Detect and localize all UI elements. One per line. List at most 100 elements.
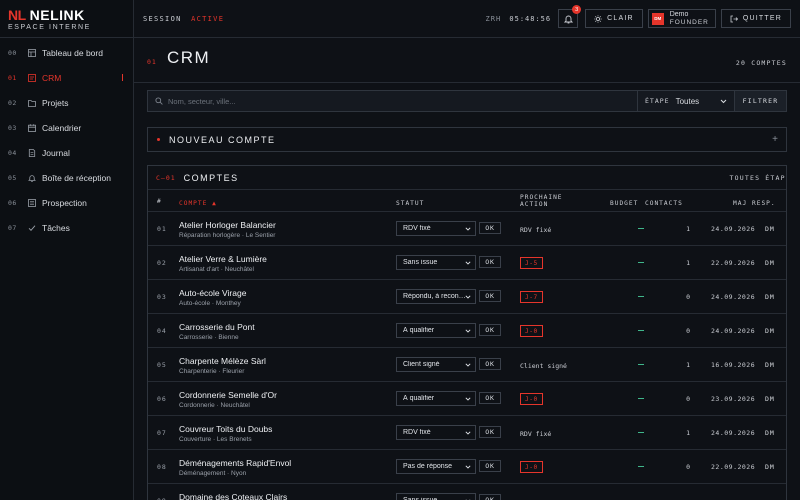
col-next-action-1[interactable]: PROCHAINE [520, 194, 563, 201]
stage-label: ÉTAPE [645, 97, 670, 105]
avatar: DM [651, 12, 664, 25]
clock-timezone: ZRH [485, 14, 502, 23]
sidebar-nav: 00 Tableau de bord 01 CRM 02 Projets 03 Calendr… [0, 40, 133, 240]
account-sector: Cordonnerie · Neuchâtel [179, 402, 250, 409]
accounts-header: C—01 COMPTES TOUTES ÉTAPES [148, 166, 786, 190]
budget-empty-dash [638, 432, 644, 433]
account-name[interactable]: Domaine des Coteaux Clairs [179, 492, 288, 500]
status-select[interactable]: Sans issue [396, 255, 476, 270]
table-row[interactable]: 04 Carrosserie du Pont Carrosserie · Bienn… [148, 314, 786, 348]
ok-button[interactable]: OK [479, 494, 501, 500]
contacts-count: 1 [686, 361, 690, 369]
ok-button[interactable]: OK [479, 358, 501, 370]
status-value: Répondu, à recon… [403, 293, 465, 300]
status-value: À qualifier [403, 327, 435, 334]
crm-icon [28, 73, 42, 82]
table-row[interactable]: 09 Domaine des Coteaux Clairs Sans issue OK [148, 484, 786, 500]
new-account-panel[interactable]: NOUVEAU COMPTE + [147, 127, 787, 152]
table-row[interactable]: 07 Couvreur Toits du Doubs Couverture · Le… [148, 416, 786, 450]
table-row[interactable]: 08 Déménagements Rapid'Envol Déménagement … [148, 450, 786, 484]
account-sector: Réparation horlogère · Le Sentier [179, 232, 276, 239]
col-budget[interactable]: BUDGET [610, 200, 639, 207]
table-row[interactable]: 06 Cordonnerie Semelle d'Or Cordonnerie · … [148, 382, 786, 416]
row-index: 09 [157, 497, 167, 500]
table-row[interactable]: 05 Charpente Mélèze Sàrl Charpenterie · Fl… [148, 348, 786, 382]
col-date[interactable]: MAJ [733, 200, 748, 207]
search-input[interactable]: Nom, secteur, ville... [168, 96, 236, 106]
ok-button[interactable]: OK [479, 222, 501, 234]
ok-button[interactable]: OK [479, 426, 501, 438]
status-select[interactable]: RDV fixé [396, 221, 476, 236]
col-contacts[interactable]: CONTACTS [645, 200, 683, 207]
deadline-badge: J-0 [520, 393, 543, 405]
sidebar-item-crm[interactable]: 01 CRM [0, 65, 133, 90]
next-action: RDV fixé [520, 226, 552, 234]
ok-button[interactable]: OK [479, 392, 501, 404]
sidebar-item-label: Tableau de bord [42, 47, 103, 58]
ok-button[interactable]: OK [479, 324, 501, 336]
responsible: DM [765, 327, 775, 335]
status-select[interactable]: Sans issue [396, 493, 476, 500]
account-name[interactable]: Carrosserie du Pont [179, 322, 255, 332]
logout-label: QUITTER [742, 15, 782, 22]
plus-icon[interactable]: + [772, 134, 778, 145]
col-status[interactable]: STATUT [396, 200, 425, 207]
table-row[interactable]: 03 Auto-école Virage Auto-école · Monthey R… [148, 280, 786, 314]
journal-icon [28, 148, 42, 157]
contacts-count: 1 [686, 259, 690, 267]
filter-button[interactable]: FILTRER [734, 91, 786, 111]
status-select[interactable]: Client signé [396, 357, 476, 372]
ok-button[interactable]: OK [479, 460, 501, 472]
ok-button[interactable]: OK [479, 256, 501, 268]
account-name[interactable]: Atelier Verre & Lumière [179, 254, 267, 264]
sidebar-item-bo-te-de-r-ception[interactable]: 05 Boîte de réception [0, 165, 133, 190]
account-name[interactable]: Atelier Horloger Balancier [179, 220, 276, 230]
status-select[interactable]: RDV fixé [396, 425, 476, 440]
all-stages-filter[interactable]: TOUTES ÉTAPES [729, 174, 786, 182]
account-name[interactable]: Cordonnerie Semelle d'Or [179, 390, 278, 400]
logout-button[interactable]: QUITTER [720, 9, 791, 28]
user-name: Demo [669, 10, 689, 18]
status-select[interactable]: À qualifier [396, 391, 476, 406]
sidebar-item-label: Journal [42, 147, 70, 158]
status-value: RDV fixé [403, 225, 431, 232]
account-name[interactable]: Couvreur Toits du Doubs [179, 424, 273, 434]
status-select[interactable]: Répondu, à recon… [396, 289, 476, 304]
budget-empty-dash [638, 364, 644, 365]
account-name[interactable]: Déménagements Rapid'Envol [179, 458, 292, 468]
col-resp[interactable]: RESP. [752, 200, 776, 207]
stage-select[interactable]: ÉTAPE Toutes [637, 91, 734, 111]
contacts-count: 0 [686, 293, 690, 301]
chevron-down-icon [465, 362, 471, 367]
account-name[interactable]: Charpente Mélèze Sàrl [179, 356, 266, 366]
col-account[interactable]: COMPTE ▲ [179, 200, 217, 207]
row-index: 08 [157, 463, 167, 471]
sidebar-item-journal[interactable]: 04 Journal [0, 140, 133, 165]
folder-icon [28, 99, 42, 107]
table-row[interactable]: 02 Atelier Verre & Lumière Artisanat d'art… [148, 246, 786, 280]
sidebar-item-label: CRM [42, 72, 62, 83]
user-role: FOUNDER [669, 18, 709, 26]
sidebar-item-projets[interactable]: 02 Projets [0, 90, 133, 115]
table-row[interactable]: 01 Atelier Horloger Balancier Réparation h… [148, 212, 786, 246]
theme-toggle-button[interactable]: CLAIR [585, 9, 643, 28]
account-sector: Artisanat d'art · Neuchâtel [179, 266, 254, 273]
contacts-count: 0 [686, 395, 690, 403]
updated-date: 24.09.2026 [711, 225, 756, 233]
bell-icon [28, 174, 42, 182]
user-menu[interactable]: DM Demo FOUNDER [647, 9, 716, 28]
sidebar-item-tableau-de-bord[interactable]: 00 Tableau de bord [0, 40, 133, 65]
status-select[interactable]: À qualifier [396, 323, 476, 338]
row-index: 06 [157, 395, 167, 403]
status-select[interactable]: Pas de réponse [396, 459, 476, 474]
notifications-button[interactable]: 3 [558, 5, 582, 28]
search-icon [155, 97, 163, 105]
sidebar-item-prospection[interactable]: 06 Prospection [0, 190, 133, 215]
updated-date: 22.09.2026 [711, 463, 756, 471]
sidebar-item-calendrier[interactable]: 03 Calendrier [0, 115, 133, 140]
ok-button[interactable]: OK [479, 290, 501, 302]
sidebar-item-t-ches[interactable]: 07 Tâches [0, 215, 133, 240]
brand[interactable]: NL NELINK ESPACE INTERNE [0, 0, 133, 38]
account-name[interactable]: Auto-école Virage [179, 288, 247, 298]
new-account-label: NOUVEAU COMPTE [169, 134, 276, 145]
